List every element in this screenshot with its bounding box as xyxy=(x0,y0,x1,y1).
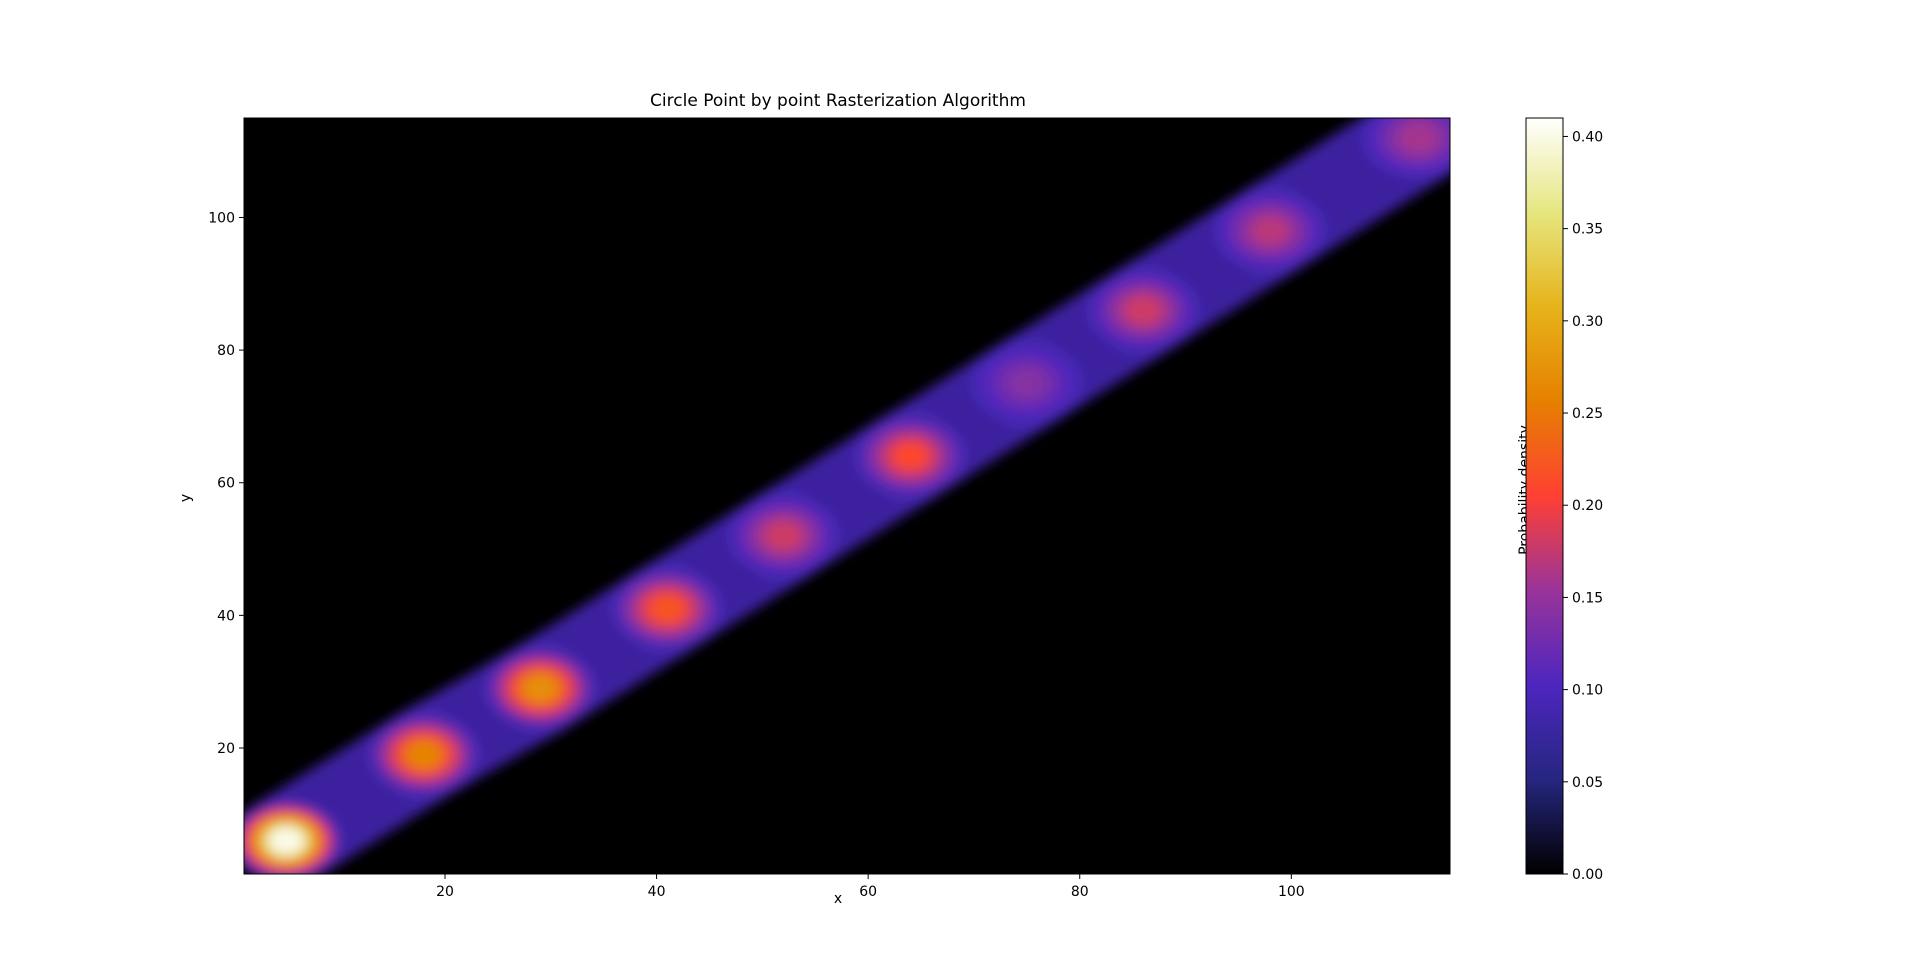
y-tick-label: 60 xyxy=(217,476,235,492)
colorbar-tick-label: 0.25 xyxy=(1572,406,1603,422)
colorbar-tick-label: 0.30 xyxy=(1572,314,1603,330)
density-peak xyxy=(1360,118,1450,180)
heatmap-layer xyxy=(244,118,1450,874)
y-axis: 20 40 60 80 100 xyxy=(208,210,244,757)
density-field xyxy=(244,118,1450,874)
y-tick-label: 100 xyxy=(208,210,235,226)
density-peak xyxy=(482,646,599,731)
colorbar: 0.00 0.05 0.10 0.15 0.20 0.25 0.30 0.35 0.40 xyxy=(1525,117,1603,883)
colorbar-tick-label: 0.35 xyxy=(1572,222,1603,238)
density-peak xyxy=(609,566,726,651)
x-tick-label: 40 xyxy=(648,884,666,900)
colorbar-tick-label: 0.40 xyxy=(1572,129,1603,145)
density-peak xyxy=(1212,188,1329,273)
colorbar-tick-label: 0.20 xyxy=(1572,498,1603,514)
x-tick-label: 20 xyxy=(436,884,454,900)
x-tick-label: 80 xyxy=(1071,884,1089,900)
density-peak xyxy=(725,493,842,578)
colorbar-tick-label: 0.05 xyxy=(1572,775,1603,791)
y-tick-label: 20 xyxy=(217,741,235,757)
x-axis-label: x xyxy=(833,891,843,907)
y-tick-label: 40 xyxy=(217,608,235,624)
x-tick-label: 100 xyxy=(1278,884,1305,900)
density-peak xyxy=(244,798,345,874)
plot-area xyxy=(243,117,1451,875)
x-tick-label: 60 xyxy=(859,884,877,900)
density-peak xyxy=(852,414,969,499)
colorbar-tick-label: 0.15 xyxy=(1572,590,1603,606)
x-axis: 20 40 60 80 100 xyxy=(436,874,1305,900)
chart-title: Circle Point by point Rasterization Algo… xyxy=(650,91,1026,111)
y-tick-label: 80 xyxy=(217,343,235,359)
density-peak xyxy=(968,341,1085,426)
colorbar-tick-label: 0.00 xyxy=(1572,867,1603,883)
density-peak xyxy=(1085,268,1202,353)
colorbar-tick-label: 0.10 xyxy=(1572,683,1603,699)
plot-frame xyxy=(243,117,1451,875)
colorbar-scale xyxy=(1525,117,1564,875)
density-peak xyxy=(365,712,482,797)
